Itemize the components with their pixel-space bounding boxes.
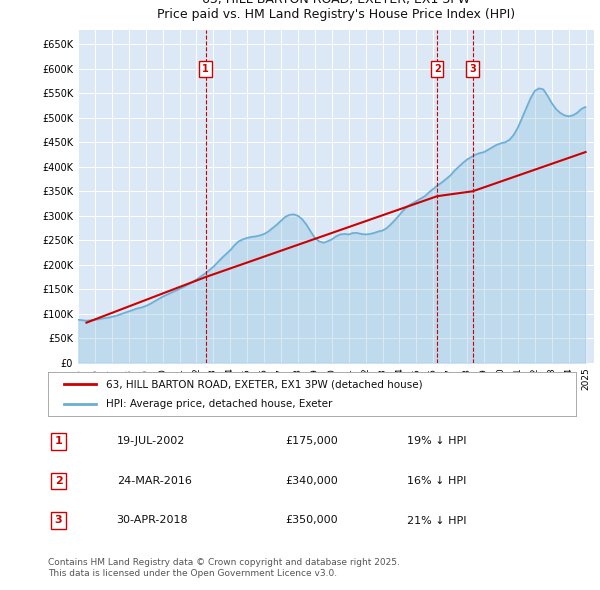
Text: £350,000: £350,000 [286,516,338,526]
Text: 16% ↓ HPI: 16% ↓ HPI [407,476,466,486]
Text: 1: 1 [55,436,62,446]
Text: 30-APR-2018: 30-APR-2018 [116,516,188,526]
Text: 2: 2 [434,64,440,74]
Text: 3: 3 [55,516,62,526]
Text: £175,000: £175,000 [286,436,338,446]
Text: 63, HILL BARTON ROAD, EXETER, EX1 3PW (detached house): 63, HILL BARTON ROAD, EXETER, EX1 3PW (d… [106,379,423,389]
Text: HPI: Average price, detached house, Exeter: HPI: Average price, detached house, Exet… [106,399,332,408]
Text: 21% ↓ HPI: 21% ↓ HPI [407,516,467,526]
Text: 19-JUL-2002: 19-JUL-2002 [116,436,185,446]
Title: 63, HILL BARTON ROAD, EXETER, EX1 3PW
Price paid vs. HM Land Registry's House Pr: 63, HILL BARTON ROAD, EXETER, EX1 3PW Pr… [157,0,515,21]
Text: Contains HM Land Registry data © Crown copyright and database right 2025.
This d: Contains HM Land Registry data © Crown c… [48,558,400,578]
Text: 2: 2 [55,476,62,486]
Text: 24-MAR-2016: 24-MAR-2016 [116,476,191,486]
Text: 19% ↓ HPI: 19% ↓ HPI [407,436,467,446]
Text: 3: 3 [469,64,476,74]
Text: £340,000: £340,000 [286,476,338,486]
Text: 1: 1 [202,64,209,74]
